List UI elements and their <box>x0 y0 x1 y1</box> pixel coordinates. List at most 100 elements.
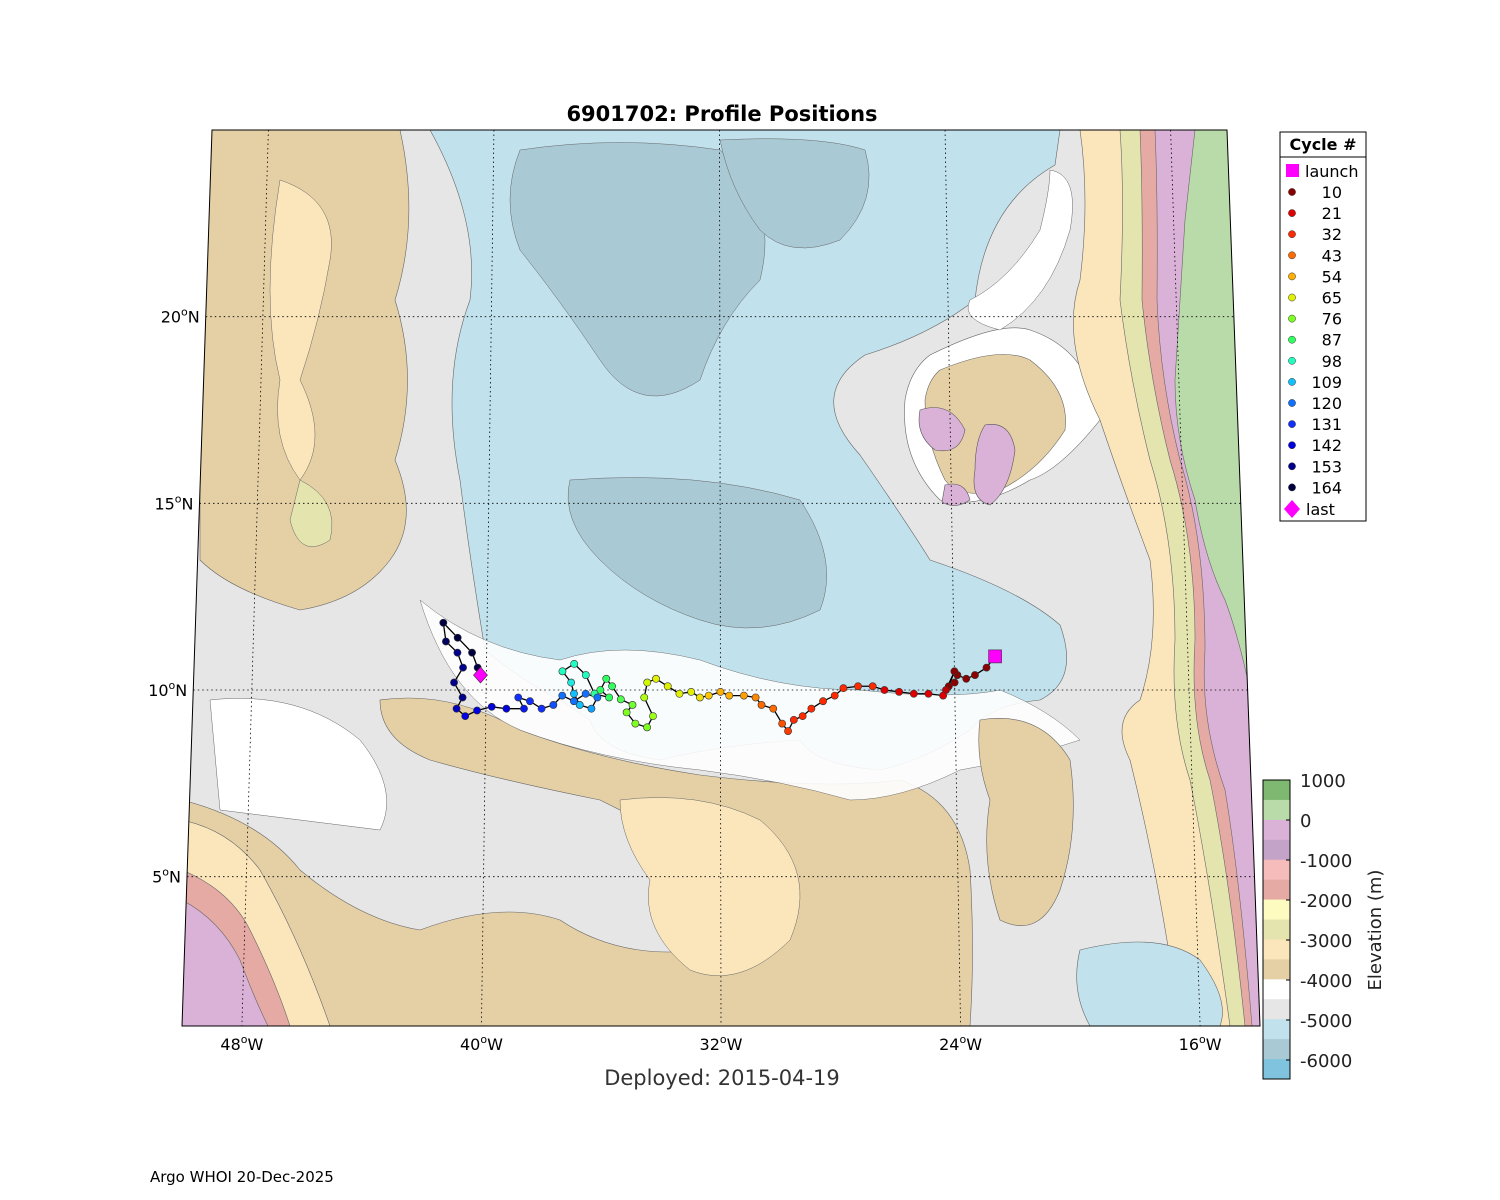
colorbar-band <box>1263 1039 1290 1060</box>
profile-marker <box>514 693 523 702</box>
profile-marker <box>608 682 616 691</box>
legend-cycle-swatch <box>1288 462 1296 471</box>
profile-marker <box>575 701 584 709</box>
profile-marker <box>725 691 734 700</box>
legend-cycle-label: 87 <box>1322 331 1342 350</box>
legend-cycle-swatch <box>1288 420 1296 428</box>
profile-marker <box>596 686 605 694</box>
colorbar-band <box>1263 1059 1290 1080</box>
legend-last-label: last <box>1306 500 1335 519</box>
profile-marker <box>570 697 578 706</box>
colorbar-tick-label: -5000 <box>1300 1011 1352 1032</box>
profile-marker <box>602 674 611 683</box>
colorbar-band <box>1263 819 1290 841</box>
profile-marker <box>769 704 778 713</box>
profile-marker <box>643 723 651 732</box>
profile-marker <box>616 695 625 704</box>
profile-marker <box>739 691 748 700</box>
profile-marker <box>452 704 461 713</box>
bathymetry <box>182 130 1260 1026</box>
profile-marker <box>854 682 862 691</box>
legend-cycle-label: 142 <box>1311 436 1342 455</box>
profile-marker <box>549 701 558 709</box>
mid-depth-band-west <box>209 698 387 831</box>
map-area[interactable]: 48oW 40oW 32oW 24oW 16oW 20oN 15oN 10oN 5oN <box>148 120 1300 1054</box>
colorbar-label: Elevation (m) <box>1365 870 1386 991</box>
profile-marker <box>643 678 652 687</box>
legend-cycle-label: 21 <box>1322 204 1342 223</box>
legend-header: Cycle # <box>1290 135 1357 154</box>
profile-marker <box>982 663 991 672</box>
profile-marker <box>704 691 713 700</box>
map-frame <box>181 129 1261 1027</box>
profile-marker <box>461 712 470 721</box>
legend-cycle-label: 65 <box>1322 289 1342 308</box>
legend-launch-swatch <box>1286 164 1299 177</box>
lon-tick-label: 48oW <box>220 1033 263 1054</box>
profile-marker <box>649 712 657 721</box>
meridian-3 <box>944 129 961 1027</box>
legend-cycle-swatch <box>1288 399 1296 407</box>
footer-credit: Argo WHOI 20-Dec-2025 <box>150 1168 334 1186</box>
profile-marker <box>751 693 760 702</box>
profile-marker <box>459 663 467 672</box>
legend-cycle-swatch <box>1288 272 1296 281</box>
colorbar-band <box>1263 879 1290 900</box>
lon-tick-label: 24oW <box>939 1033 982 1054</box>
legend-cycle-swatch <box>1288 293 1296 302</box>
profile-marker <box>830 691 839 700</box>
profile-marker <box>631 719 640 728</box>
lat-tick-label: 10oN <box>148 679 187 700</box>
last-marker <box>473 666 488 684</box>
profile-marker <box>526 697 534 706</box>
profile-marker <box>950 667 959 676</box>
tick-labels: 48oW 40oW 32oW 24oW 16oW 20oN 15oN 10oN 5oN <box>148 306 1222 1054</box>
legend-cycle-label: 153 <box>1311 457 1342 476</box>
profile-marker <box>652 674 660 683</box>
trench-region-central <box>567 477 827 629</box>
profile-marker <box>687 687 696 696</box>
graticule <box>187 129 1255 1027</box>
profile-marker <box>895 687 904 696</box>
basin-southeast <box>1076 941 1223 1026</box>
profile-marker <box>807 704 816 713</box>
profile-marker <box>468 648 476 657</box>
profile-marker <box>868 682 877 691</box>
legend-cycle-swatch <box>1288 356 1296 365</box>
colorbar-band <box>1263 959 1290 980</box>
deployed-label: Deployed: 2015-04-19 <box>604 1066 840 1090</box>
colorbar: Elevation (m) 1000 0 -1000 -2000 -3000 -4000 -… <box>1262 771 1386 1080</box>
legend-cycle-swatch <box>1288 483 1296 492</box>
legend-box <box>1279 131 1367 522</box>
profile-marker <box>558 691 567 700</box>
colorbar-tick-label: -4000 <box>1300 971 1352 992</box>
colorbar-band <box>1263 999 1290 1020</box>
ridge-crest-south <box>619 797 801 976</box>
profile-marker <box>950 678 959 687</box>
lon-tick-label: 32oW <box>700 1033 743 1054</box>
profile-marker <box>663 682 672 691</box>
profile-marker <box>537 704 546 713</box>
profile-marker <box>909 689 918 698</box>
profile-marker <box>675 689 684 698</box>
colorbar-band <box>1263 799 1290 821</box>
profile-marker <box>570 659 579 668</box>
profile-marker <box>581 671 590 679</box>
profile-marker <box>593 693 602 702</box>
profile-marker <box>487 702 496 711</box>
profile-marker <box>716 687 725 696</box>
legend-cycle-label: 120 <box>1311 394 1342 413</box>
colorbar-frame <box>1262 779 1291 1080</box>
island-group-west <box>918 407 966 452</box>
profile-marker <box>605 693 613 702</box>
legend-cycle-swatch <box>1288 188 1296 196</box>
legend: Cycle # launch 10 21 32 43 54 65 76 87 98 109 120 13… <box>1279 131 1367 522</box>
launch-marker <box>988 649 1002 664</box>
profile-marker <box>587 704 596 713</box>
lat-tick-label: 5oN <box>152 866 181 887</box>
colorbar-band <box>1263 859 1290 880</box>
colorbar-band <box>1263 919 1290 940</box>
island-south <box>941 483 971 506</box>
colorbar-band <box>1263 780 1290 801</box>
